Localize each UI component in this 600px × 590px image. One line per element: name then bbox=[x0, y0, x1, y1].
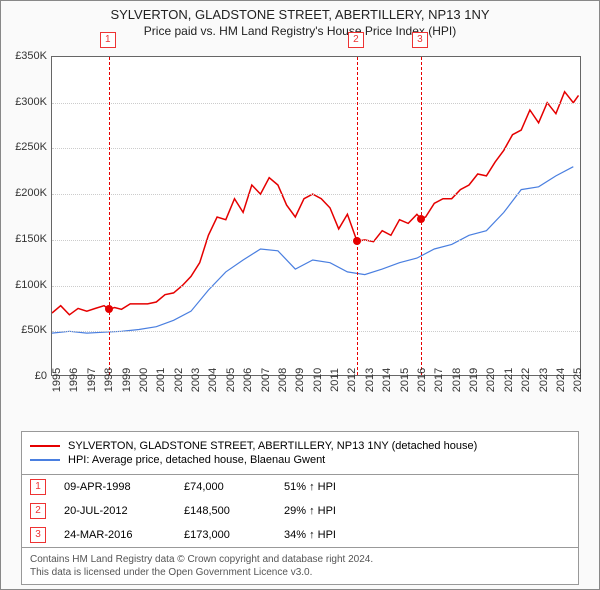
legend-label-subject: SYLVERTON, GLADSTONE STREET, ABERTILLERY… bbox=[68, 440, 477, 452]
x-tick-label: 2003 bbox=[190, 368, 202, 392]
title-area: SYLVERTON, GLADSTONE STREET, ABERTILLERY… bbox=[1, 1, 599, 40]
marker-line-2 bbox=[357, 57, 358, 375]
footnote-line-1: Contains HM Land Registry data © Crown c… bbox=[30, 553, 570, 566]
x-tick-label: 2019 bbox=[468, 368, 480, 392]
gridline bbox=[52, 240, 580, 241]
x-tick-label: 2021 bbox=[503, 368, 515, 392]
event-marker-2: 2 bbox=[30, 503, 46, 519]
event-price-1: £74,000 bbox=[184, 481, 284, 493]
legend-label-hpi: HPI: Average price, detached house, Blae… bbox=[68, 454, 325, 466]
plot-area bbox=[51, 56, 581, 376]
footnote-line-2: This data is licensed under the Open Gov… bbox=[30, 566, 570, 579]
gridline bbox=[52, 148, 580, 149]
x-tick-label: 2002 bbox=[173, 368, 185, 392]
x-tick-label: 1996 bbox=[68, 368, 80, 392]
event-marker-1: 1 bbox=[30, 479, 46, 495]
marker-box-3: 3 bbox=[412, 32, 428, 48]
marker-line-1 bbox=[109, 57, 110, 375]
y-tick-label: £250K bbox=[0, 141, 47, 153]
x-tick-label: 2011 bbox=[329, 368, 341, 392]
series-subject bbox=[52, 92, 579, 315]
x-tick-label: 2012 bbox=[346, 368, 358, 392]
x-tick-label: 1998 bbox=[103, 368, 115, 392]
x-tick-label: 2022 bbox=[520, 368, 532, 392]
gridline bbox=[52, 286, 580, 287]
x-tick-label: 2020 bbox=[485, 368, 497, 392]
marker-dot-3 bbox=[417, 215, 425, 223]
y-tick-label: £200K bbox=[0, 187, 47, 199]
x-tick-label: 2009 bbox=[294, 368, 306, 392]
x-tick-label: 2000 bbox=[138, 368, 150, 392]
x-tick-label: 2018 bbox=[451, 368, 463, 392]
x-tick-label: 2015 bbox=[399, 368, 411, 392]
series-legend: SYLVERTON, GLADSTONE STREET, ABERTILLERY… bbox=[22, 432, 578, 475]
event-marker-3: 3 bbox=[30, 527, 46, 543]
x-tick-label: 2008 bbox=[277, 368, 289, 392]
swatch-hpi bbox=[30, 459, 60, 461]
x-tick-label: 2017 bbox=[433, 368, 445, 392]
x-tick-label: 2014 bbox=[381, 368, 393, 392]
gridline bbox=[52, 103, 580, 104]
x-tick-label: 2023 bbox=[538, 368, 550, 392]
event-price-2: £148,500 bbox=[184, 505, 284, 517]
event-row-2: 2 20-JUL-2012 £148,500 29% ↑ HPI bbox=[22, 499, 578, 523]
x-tick-label: 1995 bbox=[51, 368, 63, 392]
marker-box-1: 1 bbox=[100, 32, 116, 48]
x-tick-label: 2005 bbox=[225, 368, 237, 392]
series-hpi bbox=[52, 167, 573, 333]
x-tick-label: 2025 bbox=[572, 368, 584, 392]
footnote: Contains HM Land Registry data © Crown c… bbox=[22, 547, 578, 584]
y-tick-label: £50K bbox=[0, 324, 47, 336]
y-tick-label: £350K bbox=[0, 50, 47, 62]
x-tick-label: 2004 bbox=[207, 368, 219, 392]
event-rel-1: 51% ↑ HPI bbox=[284, 481, 570, 493]
title-line-1: SYLVERTON, GLADSTONE STREET, ABERTILLERY… bbox=[11, 7, 589, 22]
event-row-3: 3 24-MAR-2016 £173,000 34% ↑ HPI bbox=[22, 523, 578, 547]
x-tick-label: 2001 bbox=[155, 368, 167, 392]
gridline bbox=[52, 331, 580, 332]
y-tick-label: £0 bbox=[0, 370, 47, 382]
event-row-1: 1 09-APR-1998 £74,000 51% ↑ HPI bbox=[22, 475, 578, 499]
x-tick-label: 2006 bbox=[242, 368, 254, 392]
event-rel-3: 34% ↑ HPI bbox=[284, 529, 570, 541]
x-tick-label: 2013 bbox=[364, 368, 376, 392]
event-date-2: 20-JUL-2012 bbox=[64, 505, 184, 517]
legend-panel: SYLVERTON, GLADSTONE STREET, ABERTILLERY… bbox=[21, 431, 579, 585]
y-tick-label: £300K bbox=[0, 96, 47, 108]
marker-dot-1 bbox=[105, 305, 113, 313]
event-date-3: 24-MAR-2016 bbox=[64, 529, 184, 541]
x-tick-label: 2010 bbox=[312, 368, 324, 392]
x-tick-label: 1997 bbox=[86, 368, 98, 392]
y-tick-label: £100K bbox=[0, 279, 47, 291]
root-panel: SYLVERTON, GLADSTONE STREET, ABERTILLERY… bbox=[0, 0, 600, 590]
gridline bbox=[52, 194, 580, 195]
x-tick-label: 1999 bbox=[121, 368, 133, 392]
event-date-1: 09-APR-1998 bbox=[64, 481, 184, 493]
series-svg bbox=[52, 57, 582, 377]
x-tick-label: 2016 bbox=[416, 368, 428, 392]
marker-dot-2 bbox=[353, 237, 361, 245]
x-tick-label: 2007 bbox=[260, 368, 272, 392]
legend-row-subject: SYLVERTON, GLADSTONE STREET, ABERTILLERY… bbox=[30, 440, 570, 452]
event-rel-2: 29% ↑ HPI bbox=[284, 505, 570, 517]
chart-area: £0£50K£100K£150K£200K£250K£300K£350K1995… bbox=[51, 56, 581, 376]
marker-box-2: 2 bbox=[348, 32, 364, 48]
event-price-3: £173,000 bbox=[184, 529, 284, 541]
y-tick-label: £150K bbox=[0, 233, 47, 245]
title-line-2: Price paid vs. HM Land Registry's House … bbox=[11, 24, 589, 38]
legend-row-hpi: HPI: Average price, detached house, Blae… bbox=[30, 454, 570, 466]
x-tick-label: 2024 bbox=[555, 368, 567, 392]
swatch-subject bbox=[30, 445, 60, 447]
